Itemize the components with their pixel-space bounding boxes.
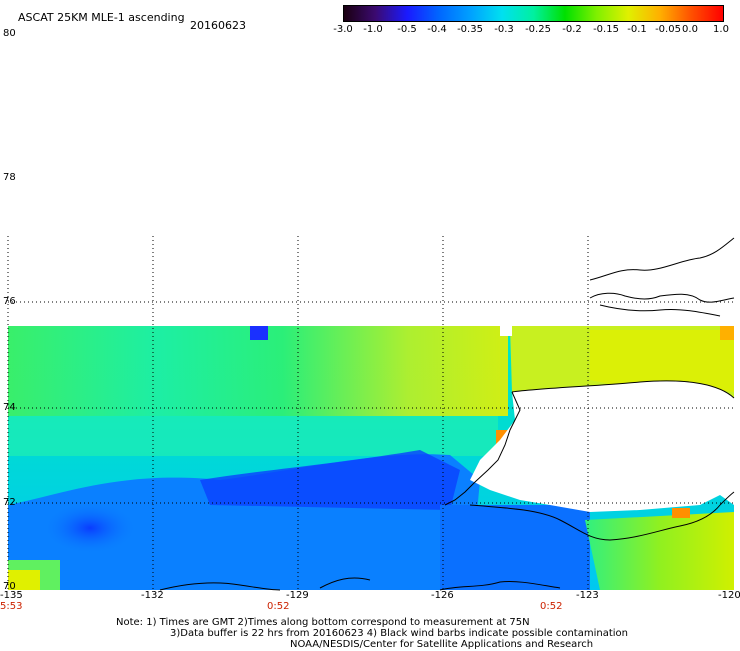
lon-label-135: -135	[0, 590, 23, 601]
lat-label-72: 72	[3, 497, 16, 508]
note-line-1: Note: 1) Times are GMT 2)Times along bot…	[116, 617, 530, 628]
lat-label-74: 74	[3, 402, 16, 413]
coastline	[159, 237, 735, 591]
lon-label-132: -132	[141, 590, 164, 601]
lat-label-78: 78	[3, 172, 16, 183]
colorbar-tick-label: -0.4	[427, 24, 447, 35]
time-label-3: 0:52	[540, 601, 563, 612]
colorbar-tick-label: -0.1	[627, 24, 647, 35]
map-date: 20160623	[190, 19, 246, 32]
wind-data-field	[8, 326, 734, 590]
graticule	[7, 236, 734, 590]
colorbar-tick-label: -0.35	[457, 24, 483, 35]
lat-label-80: 80	[3, 28, 16, 39]
map-title: ASCAT 25KM MLE-1 ascending	[18, 11, 185, 24]
note-line-2: 3)Data buffer is 22 hrs from 20160623 4)…	[170, 628, 628, 639]
colorbar-tick-label: -1.0	[363, 24, 383, 35]
colorbar-tick-label: -0.2	[562, 24, 582, 35]
lon-label-129: -129	[286, 590, 309, 601]
colorbar-tick-label: -0.25	[525, 24, 551, 35]
colorbar-tick-label: 0.0	[682, 24, 698, 35]
colorbar-tick-label: 1.0	[713, 24, 729, 35]
colorbar-tick-label: -0.05	[655, 24, 681, 35]
colorbar-tick-label: -3.0	[333, 24, 353, 35]
colorbar-tick-label: -0.15	[593, 24, 619, 35]
time-label-2: 0:52	[267, 601, 290, 612]
lat-label-70: 70	[3, 581, 16, 592]
colorbar	[343, 5, 724, 22]
lat-label-76: 76	[3, 296, 16, 307]
lon-label-120: -120	[718, 590, 740, 601]
lon-label-123: -123	[576, 590, 599, 601]
note-line-3: NOAA/NESDIS/Center for Satellite Applica…	[290, 639, 594, 650]
time-label-1: 5:53	[0, 601, 23, 612]
colorbar-labels: -3.0 -1.0 -0.5 -0.4 -0.35 -0.3 -0.25 -0.2 -0.15-…	[330, 24, 740, 38]
colorbar-tick-label: -0.3	[494, 24, 514, 35]
colorbar-tick-label: -0.5	[397, 24, 417, 35]
lon-label-126: -126	[431, 590, 454, 601]
